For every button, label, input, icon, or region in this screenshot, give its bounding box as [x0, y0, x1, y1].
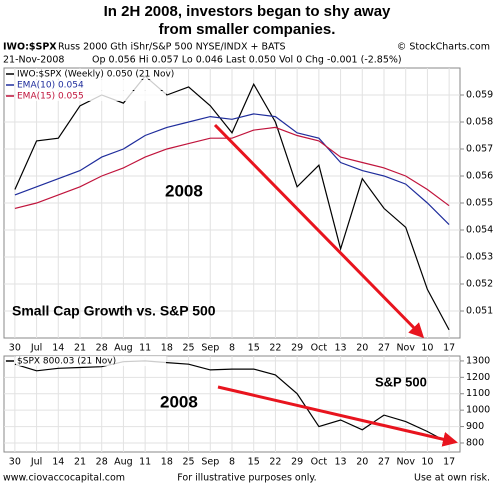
series-line	[14, 113, 450, 226]
series-line	[14, 75, 450, 331]
x-tick-label: 15	[248, 343, 260, 354]
x-tick-label: 28	[96, 457, 108, 468]
x-tick-label: 13	[335, 457, 347, 468]
y-tick-label: 800	[466, 437, 484, 448]
x-tick-label: Aug	[114, 457, 133, 468]
x-tick-label: 13	[335, 343, 347, 354]
series-line	[14, 360, 450, 444]
x-tick-label: Nov	[396, 343, 415, 354]
legend-entry: IWO:$SPX (Weekly) 0.050 (21 Nov)	[17, 70, 174, 80]
y-tick-label: 900	[466, 421, 484, 432]
x-tick-label: 30	[9, 343, 21, 354]
x-tick-label: Sep	[201, 343, 219, 354]
x-tick-label: 18	[161, 343, 173, 354]
x-tick-label: 25	[183, 457, 195, 468]
y-tick-label: 0.051	[466, 306, 493, 317]
description: Russ 2000 Gth iShr/S&P 500 NYSE/INDX + B…	[58, 42, 286, 53]
x-tick-label: 20	[356, 457, 368, 468]
y-tick-label: 0.052	[466, 279, 493, 290]
x-tick-label: 14	[52, 343, 64, 354]
x-tick-label: 27	[378, 343, 390, 354]
x-tick-label: 17	[443, 343, 455, 354]
title: from smaller companies.	[159, 21, 336, 38]
x-tick-label: 22	[269, 343, 281, 354]
x-tick-label: 30	[9, 457, 21, 468]
x-tick-label: 15	[248, 457, 260, 468]
x-tick-label: Nov	[396, 457, 415, 468]
x-tick-label: 14	[52, 457, 64, 468]
legend-bg	[16, 80, 166, 90]
y-tick-label: 1100	[466, 388, 490, 399]
x-tick-label: 17	[443, 457, 455, 468]
x-tick-label: 25	[183, 343, 195, 354]
arrow	[217, 385, 458, 447]
y-tick-label: 0.056	[466, 171, 493, 182]
x-tick-label: 11	[139, 343, 151, 354]
title: In 2H 2008, investors began to shy away	[104, 3, 391, 20]
x-tick-label: 27	[378, 457, 390, 468]
legend-entry: $SPX 800.03 (21 Nov)	[17, 357, 116, 367]
y-tick-label: 1000	[466, 405, 490, 416]
legend-entry: EMA(10) 0.054	[17, 81, 84, 91]
x-tick-label: 11	[139, 457, 151, 468]
x-tick-label: 29	[291, 457, 303, 468]
x-tick-label: 8	[229, 343, 235, 354]
x-tick-label: 18	[161, 457, 173, 468]
footer-risk: Use at own risk.	[414, 473, 490, 484]
series-line	[14, 126, 450, 209]
footer-note: For illustrative purposes only.	[177, 473, 316, 484]
annotation: S&P 500	[375, 374, 427, 389]
arrow	[213, 123, 425, 339]
y-tick-label: 0.058	[466, 117, 493, 128]
copyright: © StockCharts.com	[397, 42, 490, 53]
x-tick-label: Oct	[311, 457, 328, 468]
x-tick-label: Aug	[114, 343, 133, 354]
annotation: Small Cap Growth vs. S&P 500	[12, 303, 216, 319]
legend-bg	[16, 69, 166, 79]
x-tick-label: Jul	[30, 457, 42, 468]
x-tick-label: 21	[74, 457, 86, 468]
y-tick-label: 1200	[466, 372, 490, 383]
annotation: 2008	[165, 181, 203, 200]
x-tick-label: 28	[96, 343, 108, 354]
quote: Op 0.056 Hi 0.057 Lo 0.046 Last 0.050 Vo…	[92, 55, 402, 66]
legend-bg	[16, 356, 166, 366]
y-tick-label: 0.057	[466, 144, 493, 155]
x-tick-label: 10	[421, 457, 433, 468]
x-tick-label: 20	[356, 343, 368, 354]
legend-entry: EMA(15) 0.055	[17, 92, 84, 102]
x-tick-label: 29	[291, 343, 303, 354]
legend-bg	[16, 91, 166, 101]
x-tick-label: Oct	[311, 343, 328, 354]
y-tick-label: 0.054	[466, 225, 493, 236]
date: 21-Nov-2008	[3, 55, 64, 66]
x-tick-label: 22	[269, 457, 281, 468]
y-tick-label: 1300	[466, 355, 490, 366]
x-tick-label: 10	[421, 343, 433, 354]
annotation: 2008	[160, 392, 198, 411]
y-tick-label: 0.053	[466, 252, 493, 263]
x-tick-label: 8	[229, 457, 235, 468]
symbol: IWO:$SPX	[3, 42, 57, 53]
x-tick-label: Jul	[30, 343, 42, 354]
y-tick-label: 0.059	[466, 90, 493, 101]
y-tick-label: 0.055	[466, 198, 493, 209]
x-tick-label: Sep	[201, 457, 219, 468]
x-tick-label: 21	[74, 343, 86, 354]
footer-site: www.ciovaccocapital.com	[3, 473, 125, 484]
